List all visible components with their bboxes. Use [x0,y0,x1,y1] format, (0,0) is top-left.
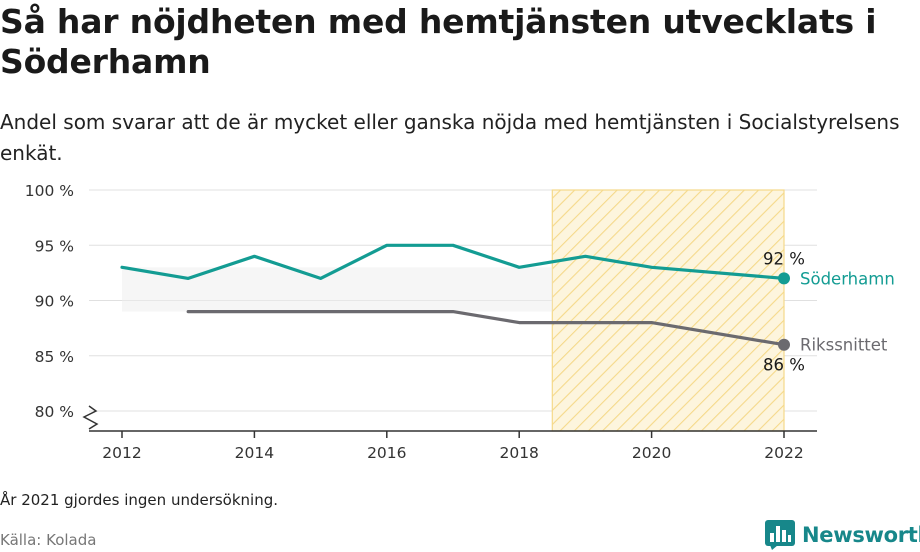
end-marker [778,338,790,351]
series-line-rikssnittet [186,310,786,347]
axis-break-icon [82,405,99,430]
end-value-label: 86 % [763,356,805,375]
series-name-label: Söderhamn [800,269,895,288]
series-name-label: Rikssnittet [800,336,888,355]
source-note: Källa: Kolada [0,531,97,549]
highlight-range [551,189,785,432]
y-tick-label: 95 % [35,237,74,255]
x-tick-label: 2018 [499,444,538,462]
y-tick-label: 85 % [35,348,74,366]
x-tick-label: 2020 [632,444,671,462]
brand-name: Newsworthy [802,523,920,547]
x-tick-label: 2022 [764,444,803,462]
y-tick-label: 90 % [35,293,74,311]
footnote: År 2021 gjordes ingen undersökning. [0,491,279,509]
series-line-sderhamn [120,243,786,281]
newsworthy-logo: Newsworthy [765,518,920,552]
line-chart: 80 % 85 % 90 % 95 % 100 % 2012 2014 2016 2018 20… [25,182,895,462]
x-tick-label: 2014 [235,444,274,462]
x-tick-label: 2012 [102,444,141,462]
comparison-band [122,267,553,312]
end-marker [778,272,790,285]
chart-title: Så har nöjdheten med hemtjänsten utveckl… [0,2,877,81]
y-tick-label: 100 % [25,182,74,200]
end-value-label: 92 % [763,249,805,268]
y-tick-label: 80 % [35,403,74,421]
x-tick-label: 2016 [367,444,406,462]
chart-bubble-icon [765,520,795,550]
chart-subtitle: Andel som svarar att de är mycket eller … [0,110,900,165]
